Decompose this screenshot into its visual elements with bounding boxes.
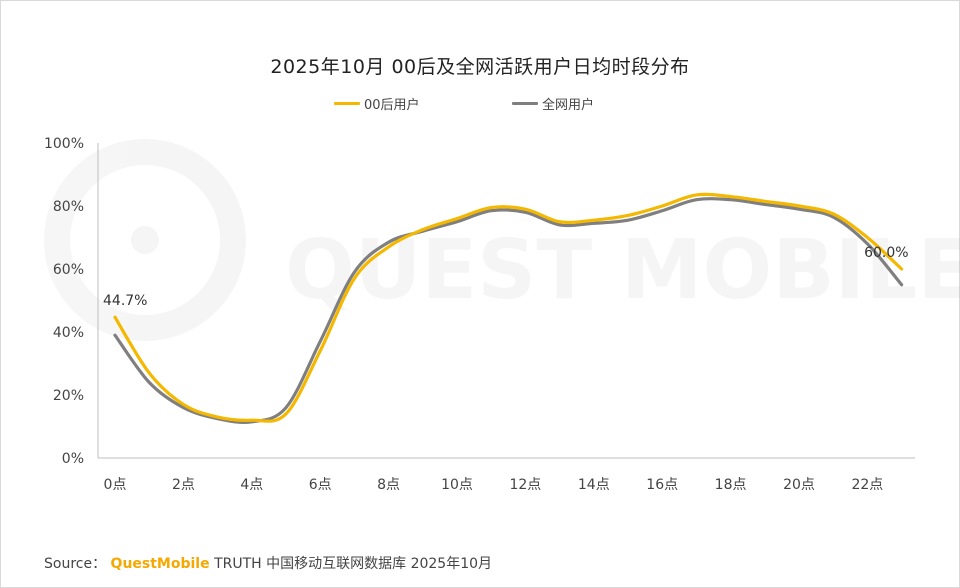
watermark-dot: [131, 226, 159, 254]
x-tick-label: 6点: [309, 477, 332, 493]
series-line-全网用户: [113, 197, 904, 424]
watermark: QUEST MOBILE: [44, 139, 960, 341]
data-label: 44.7%: [103, 293, 147, 309]
legend-label: 00后用户: [364, 98, 420, 113]
data-label: 60.0%: [864, 245, 908, 261]
x-tick-label: 2点: [172, 477, 195, 493]
legend-swatch: [512, 102, 538, 105]
legend-item-全网用户: 全网用户: [512, 94, 594, 113]
chart-title: 2025年10月 00后及全网活跃用户日均时段分布: [270, 56, 690, 78]
y-tick-label: 20%: [53, 388, 84, 404]
series-group: [113, 192, 904, 424]
source-prefix: Source：: [44, 556, 107, 572]
source-brand: QuestMobile: [110, 556, 210, 572]
legend: 00后用户 全网用户: [0, 94, 960, 114]
x-tick-label: 10点: [441, 477, 473, 493]
data-labels: 44.7% 60.0%: [103, 245, 909, 309]
x-tick-label: 20点: [783, 477, 815, 493]
y-tick-label: 60%: [53, 262, 84, 278]
x-tick-label: 16点: [646, 477, 678, 493]
legend-item-00后用户: 00后用户: [334, 94, 420, 113]
x-tick-label: 8点: [377, 477, 400, 493]
y-tick-label: 40%: [53, 325, 84, 341]
source-note: Source： QuestMobile TRUTH 中国移动互联网数据库 202…: [44, 553, 492, 573]
x-tick-label: 22点: [851, 477, 883, 493]
x-tick-label: 14点: [578, 477, 610, 493]
x-tick-label: 0点: [104, 477, 127, 493]
axes: 0% 20% 40% 60% 80% 100% 0点 2点 4点 6点 8点 10点 12点 14点 16点…: [44, 136, 915, 493]
source-rest: TRUTH 中国移动互联网数据库 2025年10月: [214, 556, 493, 572]
y-tick-label: 100%: [44, 136, 84, 152]
y-tick-label: 0%: [62, 451, 84, 467]
legend-swatch: [334, 102, 360, 105]
series-line-00后用户: [113, 192, 904, 423]
x-tick-label: 12点: [509, 477, 541, 493]
x-tick-label: 18点: [715, 477, 747, 493]
watermark-ring: [44, 139, 246, 341]
legend-label: 全网用户: [542, 98, 595, 113]
y-tick-label: 80%: [53, 199, 84, 215]
x-tick-label: 4点: [240, 477, 263, 493]
